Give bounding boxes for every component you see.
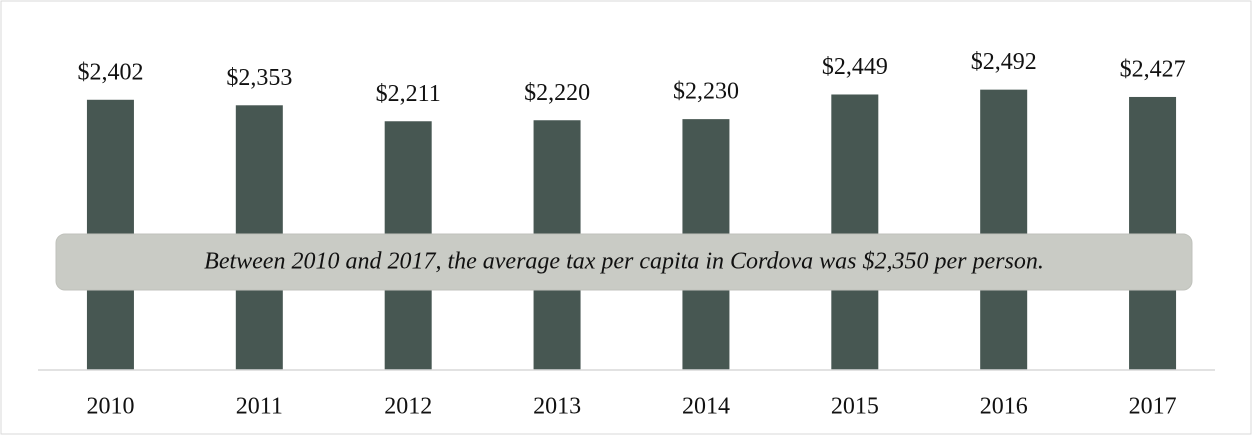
x-tick-label: 2010 xyxy=(86,394,134,420)
x-tick-label: 2016 xyxy=(980,394,1028,420)
x-tick-label: 2014 xyxy=(682,394,730,420)
value-label: $2,211 xyxy=(376,81,441,107)
x-tick-label: 2015 xyxy=(831,394,879,420)
bar xyxy=(1129,96,1177,371)
bar xyxy=(980,89,1028,371)
annotation-box xyxy=(55,233,1193,291)
value-label: $2,449 xyxy=(822,54,888,80)
annotation: Between 2010 and 2017, the average tax p… xyxy=(204,249,1044,275)
bar xyxy=(831,94,879,371)
value-label: $2,230 xyxy=(673,79,739,105)
value-label: $2,402 xyxy=(77,59,143,85)
x-tick-label: 2013 xyxy=(533,394,581,420)
x-tick-label: 2011 xyxy=(236,394,283,420)
x-tick-label: 2012 xyxy=(384,394,432,420)
value-label: $2,353 xyxy=(226,65,292,91)
value-label: $2,492 xyxy=(971,49,1037,75)
x-tick-label: 2017 xyxy=(1129,394,1177,420)
value-label: $2,220 xyxy=(524,80,590,106)
value-label: $2,427 xyxy=(1120,56,1186,82)
